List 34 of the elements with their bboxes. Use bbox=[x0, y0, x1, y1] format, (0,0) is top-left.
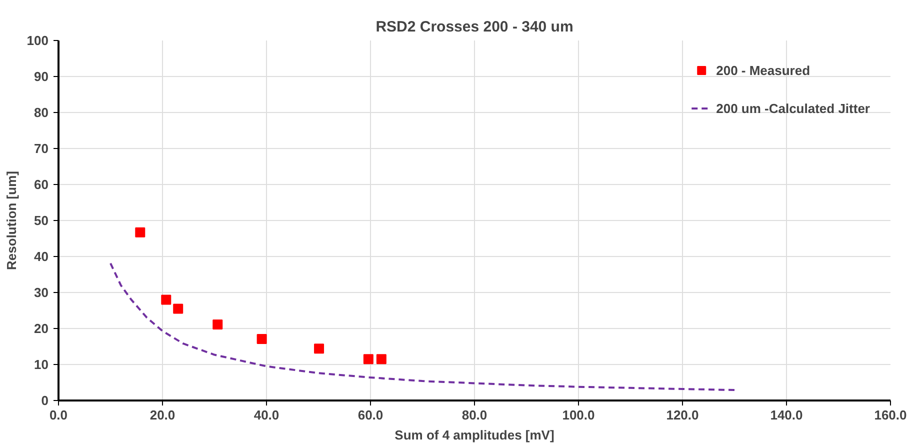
y-tick-label: 20 bbox=[34, 321, 49, 336]
x-tick-label: 100.0 bbox=[562, 408, 595, 422]
y-tick-label: 90 bbox=[34, 69, 49, 84]
y-tick-label: 30 bbox=[34, 285, 49, 300]
y-tick-label: 0 bbox=[41, 393, 49, 408]
point bbox=[376, 354, 386, 364]
point bbox=[212, 320, 223, 330]
x-tick-label: 160.0 bbox=[874, 408, 907, 422]
x-tick-label: 120.0 bbox=[666, 408, 699, 422]
x-tick-label: 140.0 bbox=[770, 408, 803, 422]
point bbox=[363, 354, 374, 364]
point bbox=[256, 334, 267, 344]
point bbox=[135, 227, 146, 238]
x-tick-label: 60.0 bbox=[358, 408, 384, 422]
legend-label: 200 - Measured bbox=[716, 62, 810, 78]
chart-title: RSD2 Crosses 200 - 340 um bbox=[376, 18, 574, 36]
x-tick-label: 20.0 bbox=[150, 408, 176, 422]
point bbox=[314, 344, 324, 354]
y-tick-label: 60 bbox=[34, 177, 49, 192]
y-tick-label: 40 bbox=[34, 249, 49, 264]
x-axis-title: Sum of 4 amplitudes [mV] bbox=[394, 428, 554, 442]
y-tick-label: 80 bbox=[34, 105, 49, 120]
y-axis-title: Resolution [um] bbox=[4, 171, 19, 270]
x-tick-label: 40.0 bbox=[254, 408, 280, 422]
y-tick-label: 70 bbox=[34, 141, 49, 156]
point bbox=[161, 294, 172, 305]
y-tick-label: 10 bbox=[34, 357, 49, 372]
y-tick-label: 100 bbox=[26, 33, 49, 48]
legend-label: 200 um -Calculated Jitter bbox=[716, 100, 870, 116]
x-tick-label: 0.0 bbox=[49, 408, 68, 422]
line-series bbox=[110, 262, 736, 392]
point bbox=[173, 304, 184, 314]
y-tick-label: 50 bbox=[34, 213, 49, 228]
x-tick-label: 80.0 bbox=[462, 408, 488, 422]
